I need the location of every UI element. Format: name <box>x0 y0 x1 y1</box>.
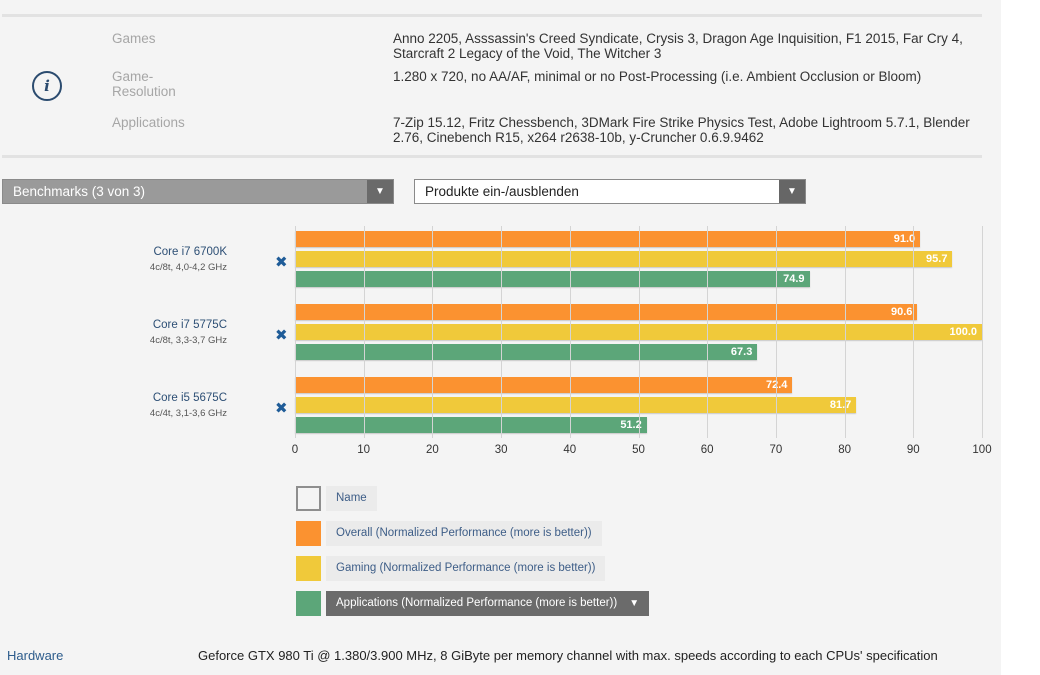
cpu-spec: 4c/4t, 3,1-3,6 GHz <box>149 408 227 419</box>
divider-top <box>2 14 982 17</box>
benchmarks-dropdown-label: Benchmarks (3 von 3) <box>13 184 146 199</box>
x-tick-label: 100 <box>972 444 992 456</box>
bar-applications: 51.2 <box>295 417 647 433</box>
chevron-down-icon[interactable]: ▼ <box>629 598 640 609</box>
bar-value-label: 74.9 <box>783 273 805 285</box>
legend-name-checkbox[interactable] <box>296 486 321 511</box>
remove-cpu-icon[interactable]: ✖ <box>275 254 288 271</box>
bar-value-label: 91.0 <box>893 233 916 245</box>
gridline <box>707 226 708 438</box>
legend-applications-text: Applications (Normalized Performance (mo… <box>336 597 618 609</box>
bar-overall: 91.0 <box>295 231 921 247</box>
remove-cpu-icon[interactable]: ✖ <box>275 400 288 417</box>
bar-gaming: 100.0 <box>295 324 982 340</box>
benchmark-chart: Core i7 6700K 4c/8t, 4,0-4,2 GHz ✖ 91.0 95.7… <box>149 226 992 456</box>
x-tick-label: 0 <box>291 444 299 456</box>
bar-value-label: 95.7 <box>926 253 948 265</box>
gridline <box>776 226 777 438</box>
legend-gaming-swatch[interactable] <box>296 556 321 581</box>
chevron-down-icon[interactable]: ▼ <box>367 180 393 203</box>
legend-applications-label[interactable]: Applications (Normalized Performance (mo… <box>326 591 650 616</box>
x-tick-label: 10 <box>357 444 371 456</box>
gridline <box>295 226 296 438</box>
divider-middle <box>2 155 982 158</box>
products-dropdown-label: Produkte ein-/ausblenden <box>425 184 579 199</box>
cpu-name[interactable]: Core i5 5675C <box>152 392 227 404</box>
legend-gaming-label[interactable]: Gaming (Normalized Performance (more is … <box>326 556 606 581</box>
gridline <box>982 226 983 438</box>
bar-value-label: 90.6 <box>891 306 913 318</box>
gridline <box>639 226 640 438</box>
page: i Games Anno 2205, Asssassin's Creed Syn… <box>0 0 1001 675</box>
gridline <box>845 226 846 438</box>
gridline <box>501 226 502 438</box>
info-label-games: Games <box>112 31 156 46</box>
bar-overall: 90.6 <box>295 304 918 320</box>
legend-overall-label[interactable]: Overall (Normalized Performance (more is… <box>326 521 602 546</box>
bar-overall: 72.4 <box>295 377 793 393</box>
bar-applications: 74.9 <box>295 271 810 287</box>
x-tick-label: 40 <box>563 444 577 456</box>
gridline <box>570 226 571 438</box>
bar-gaming: 81.7 <box>295 397 857 413</box>
x-tick-label: 60 <box>700 444 714 456</box>
bar-gaming: 95.7 <box>295 251 953 267</box>
remove-cpu-icon[interactable]: ✖ <box>275 327 288 344</box>
gridline <box>432 226 433 438</box>
cpu-spec: 4c/8t, 4,0-4,2 GHz <box>149 262 227 273</box>
chevron-down-icon[interactable]: ▼ <box>779 180 805 203</box>
hardware-value: Geforce GTX 980 Ti @ 1.380/3.900 MHz, 8 … <box>198 648 938 663</box>
legend-overall-swatch[interactable] <box>296 521 321 546</box>
x-tick-label: 80 <box>838 444 851 456</box>
bar-value-label: 81.7 <box>829 399 852 411</box>
bar-value-label: 51.2 <box>620 419 642 431</box>
bar-applications: 67.3 <box>295 344 758 360</box>
cpu-name[interactable]: Core i7 5775C <box>152 319 227 331</box>
bar-value-label: 100.0 <box>949 326 977 338</box>
bar-value-label: 67.3 <box>730 346 753 358</box>
x-tick-label: 70 <box>769 444 783 456</box>
cpu-name[interactable]: Core i7 6700K <box>153 246 227 258</box>
x-tick-label: 50 <box>632 444 645 456</box>
x-tick-label: 20 <box>425 444 439 456</box>
gridline <box>913 226 914 438</box>
benchmarks-dropdown[interactable]: Benchmarks (3 von 3) ▼ <box>2 179 394 204</box>
legend-name-label[interactable]: Name <box>326 486 377 511</box>
info-value-applications: 7-Zip 15.12, Fritz Chessbench, 3DMark Fi… <box>393 115 970 145</box>
x-tick-label: 30 <box>494 444 508 456</box>
gridline <box>364 226 365 438</box>
info-value-resolution: 1.280 x 720, no AA/AF, minimal or no Pos… <box>393 69 922 84</box>
info-label-applications: Applications <box>112 115 185 130</box>
products-dropdown[interactable]: Produkte ein-/ausblenden ▼ <box>414 179 806 204</box>
cpu-spec: 4c/8t, 3,3-3,7 GHz <box>149 335 227 346</box>
info-value-games: Anno 2205, Asssassin's Creed Syndicate, … <box>393 31 963 61</box>
info-icon: i <box>32 71 62 101</box>
hardware-link[interactable]: Hardware <box>7 648 64 663</box>
x-tick-label: 90 <box>906 444 920 456</box>
legend-applications-swatch[interactable] <box>296 591 321 616</box>
info-label-resolution: Game- Resolution <box>112 69 176 99</box>
